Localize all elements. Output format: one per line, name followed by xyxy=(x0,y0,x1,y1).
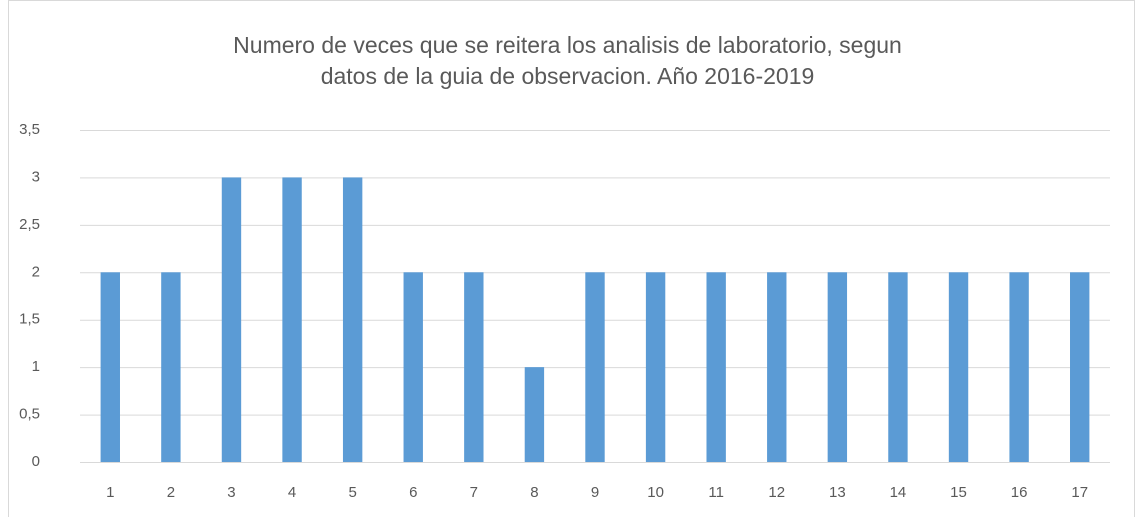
bar xyxy=(645,272,666,462)
x-tick-label: 16 xyxy=(1011,484,1028,501)
x-tick-label: 15 xyxy=(950,484,967,501)
chart-title-box: Numero de veces que se reitera los anali… xyxy=(0,30,1135,92)
x-tick-label: 10 xyxy=(647,484,664,501)
x-tick-label: 6 xyxy=(409,484,417,501)
bar xyxy=(888,272,908,462)
x-tick-label: 8 xyxy=(530,484,538,501)
bar xyxy=(282,177,302,462)
x-tick-label: 17 xyxy=(1071,484,1088,501)
x-tick-label: 14 xyxy=(890,484,907,501)
bar xyxy=(706,272,726,462)
chart-title: Numero de veces que se reitera los anali… xyxy=(233,32,902,89)
x-tick-label: 11 xyxy=(708,484,724,501)
x-tick-label: 2 xyxy=(167,484,175,501)
x-tick-label: 13 xyxy=(829,484,846,501)
bar xyxy=(100,272,120,462)
bar xyxy=(1070,272,1090,462)
x-tick-label: 4 xyxy=(288,484,296,501)
bar xyxy=(827,272,848,462)
bar xyxy=(585,272,605,462)
bar xyxy=(524,367,545,462)
y-tick-label: 3,5 xyxy=(19,121,40,138)
y-tick-label: 1 xyxy=(32,358,40,375)
bar xyxy=(403,272,423,462)
bar xyxy=(948,272,969,462)
bar xyxy=(221,177,242,462)
y-tick-label: 0,5 xyxy=(19,406,40,423)
x-tick-label: 5 xyxy=(348,484,356,501)
x-tick-label: 1 xyxy=(106,484,114,501)
bar xyxy=(342,177,363,462)
bar xyxy=(464,272,484,462)
y-tick-label: 0 xyxy=(32,453,40,470)
x-tick-label: 9 xyxy=(591,484,599,501)
y-tick-label: 2 xyxy=(32,263,40,280)
bar xyxy=(161,272,181,462)
bar xyxy=(1009,272,1029,462)
bar xyxy=(767,272,787,462)
x-tick-label: 12 xyxy=(768,484,785,501)
y-tick-label: 2,5 xyxy=(19,216,40,233)
y-tick-label: 1,5 xyxy=(19,311,40,328)
x-tick-label: 3 xyxy=(227,484,235,501)
x-tick-label: 7 xyxy=(470,484,478,501)
y-tick-label: 3 xyxy=(32,168,40,185)
